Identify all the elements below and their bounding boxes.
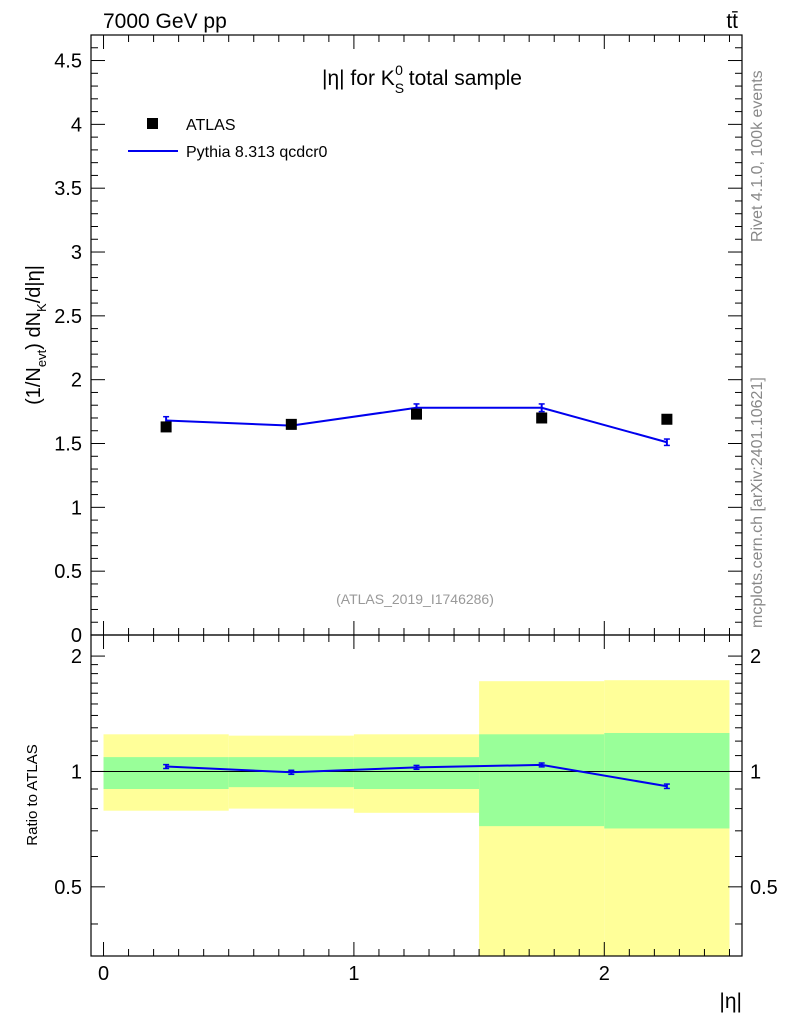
inner-uncertainty-band (604, 732, 730, 829)
ratio-y-tick-label: 2 (71, 646, 82, 668)
ratio-y-tick-label-right: 0.5 (750, 877, 778, 899)
main-y-tick-label: 3.5 (54, 178, 82, 200)
source-label: mcplots.cern.ch [arXiv:2401.10621] (749, 377, 766, 628)
rivet-version-label: Rivet 4.1.0, 100k events (749, 70, 766, 242)
ratio-bands (103, 680, 730, 956)
ratio-y-tick-label: 0.5 (54, 877, 82, 899)
atlas-data-point (536, 412, 548, 424)
analysis-tag: (ATLAS_2019_I1746286) (336, 591, 494, 607)
title-post: total sample (403, 67, 522, 90)
ratio-x-ticks: 0 1 2 (98, 635, 730, 985)
main-y-tick-label: 4.5 (54, 51, 82, 73)
main-y-tick-label: 4 (71, 114, 82, 136)
ratio-y-tick-label-right: 2 (750, 646, 761, 668)
title-sub: S (395, 80, 404, 96)
atlas-data-point (285, 418, 297, 430)
ratio-x-tick-label: 1 (348, 963, 359, 985)
atlas-data-point (411, 408, 422, 420)
atlas-data-point (661, 413, 673, 425)
ratio-series (163, 762, 670, 790)
ratio-y-label: Ratio to ATLAS (24, 744, 41, 845)
header-energy-label: 7000 GeV pp (103, 10, 227, 33)
inner-uncertainty-band (479, 734, 605, 827)
main-y-tick-label: 1.5 (54, 434, 82, 456)
inner-uncertainty-band (353, 757, 480, 789)
ratio-x-tick-label: 2 (599, 963, 610, 985)
main-x-ticks (103, 35, 730, 635)
inner-uncertainty-band (103, 757, 229, 789)
title-pre: |η| for K (322, 67, 395, 90)
main-y-ticks: 0 0.5 1 1.5 2 2.5 3 3.5 4 4.5 (54, 34, 742, 647)
ratio-y-tick-label: 1 (71, 761, 82, 783)
main-series (160, 403, 673, 447)
ratio-plot-frame (90, 634, 743, 957)
main-y-tick-label: 2 (71, 370, 82, 392)
ratio-x-tick-label: 0 (98, 963, 109, 985)
ratio-y-ticks: 0.5 0.5 1 1 2 2 (54, 646, 778, 925)
main-y-tick-label: 3 (71, 242, 82, 264)
legend-atlas-label: ATLAS (186, 117, 236, 134)
main-title: |η| for KS 0 total sample (322, 62, 522, 96)
header-process-label: tt̄ (726, 10, 738, 33)
atlas-data-point (160, 421, 172, 433)
main-y-label: (1/Nevt) dNK/d|η| (23, 265, 49, 405)
ratio-y-tick-label-right: 1 (750, 761, 761, 783)
main-y-tick-label: 2.5 (54, 306, 82, 328)
legend-pythia-label: Pythia 8.313 qcdcr0 (186, 144, 328, 161)
legend: ATLAS Pythia 8.313 qcdcr0 (128, 117, 328, 161)
legend-atlas-marker (147, 118, 158, 129)
title-sup: 0 (395, 62, 403, 78)
main-panel: 0 0.5 1 1.5 2 2.5 3 3.5 4 4.5 |η| for KS 0 total s… (23, 34, 743, 647)
main-y-tick-label: 0.5 (54, 561, 82, 583)
x-axis-label: |η| (719, 990, 742, 1013)
main-y-tick-label: 1 (71, 497, 82, 519)
ratio-panel: 0.5 0.5 1 1 2 2 0 1 2 Ratio to ATLAS |η| (24, 634, 778, 1013)
main-y-tick-label: 0 (71, 625, 82, 647)
